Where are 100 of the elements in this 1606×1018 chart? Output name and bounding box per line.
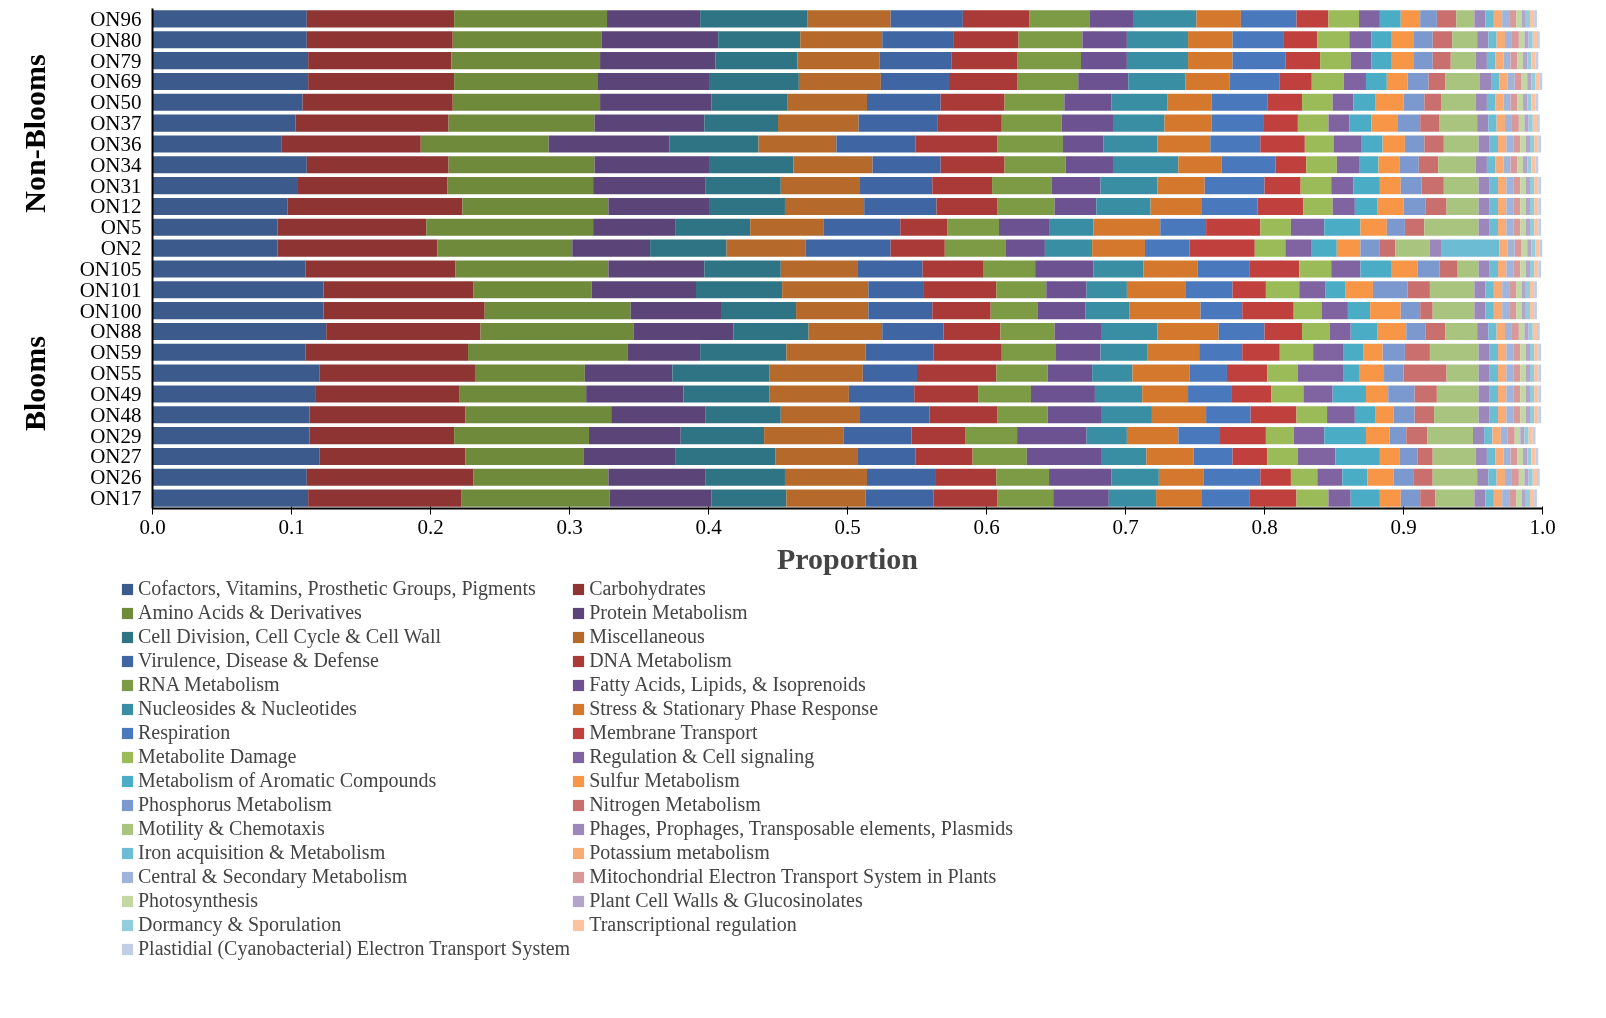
bar	[1506, 364, 1514, 382]
bar	[992, 177, 1052, 195]
bar	[1417, 260, 1440, 278]
bar	[1390, 260, 1418, 278]
bar	[1538, 197, 1542, 215]
bar	[733, 322, 809, 340]
bar	[1488, 322, 1497, 340]
bar	[1365, 385, 1389, 403]
bar	[1504, 31, 1512, 49]
bar	[1516, 10, 1522, 28]
bar	[1201, 489, 1250, 507]
bar	[1265, 427, 1294, 445]
bar	[1296, 10, 1329, 28]
bar	[1390, 52, 1414, 70]
bar	[1046, 281, 1087, 299]
bar	[1092, 239, 1145, 257]
bar	[943, 322, 1001, 340]
bar	[1435, 489, 1475, 507]
bar	[997, 197, 1055, 215]
bar	[1489, 260, 1499, 278]
bar	[152, 427, 310, 445]
x-tick-label: 0.8	[1251, 514, 1278, 539]
bar	[1231, 385, 1272, 403]
bar	[1478, 385, 1490, 403]
bar	[473, 281, 592, 299]
bar	[454, 427, 589, 445]
bar	[1520, 260, 1526, 278]
bar	[1264, 322, 1303, 340]
bar	[1035, 260, 1094, 278]
bar	[1445, 72, 1480, 90]
bar	[326, 322, 481, 340]
bar	[1353, 177, 1380, 195]
bar	[1535, 72, 1540, 90]
bar	[1000, 322, 1055, 340]
bar	[996, 468, 1050, 486]
bar	[1489, 343, 1499, 361]
bar	[917, 364, 997, 382]
bar	[1271, 385, 1304, 403]
bar	[1377, 322, 1407, 340]
bar	[1313, 343, 1344, 361]
bar	[1529, 281, 1535, 299]
bar	[319, 447, 466, 465]
bar	[1488, 114, 1497, 132]
bar	[1527, 52, 1532, 70]
bar	[935, 468, 997, 486]
legend-label: Plastidial (Cyanobacterial) Electron Transport System	[138, 937, 571, 960]
bar	[780, 260, 858, 278]
bar	[1128, 72, 1186, 90]
x-tick-label: 0.9	[1390, 514, 1417, 539]
bar	[1528, 427, 1533, 445]
bar	[1513, 177, 1521, 195]
bar	[1232, 31, 1284, 49]
bar	[152, 239, 278, 257]
bar	[1064, 93, 1112, 111]
bar	[1414, 406, 1435, 424]
bar	[1317, 31, 1350, 49]
bar	[1529, 218, 1535, 236]
bar	[1267, 447, 1298, 465]
bar	[1293, 427, 1325, 445]
bar	[152, 114, 296, 132]
bar	[1474, 281, 1486, 299]
bar	[1384, 364, 1404, 382]
bar	[1420, 489, 1436, 507]
bar	[152, 489, 309, 507]
bar	[277, 239, 438, 257]
legend-label: Nucleosides & Nucleotides	[138, 697, 357, 720]
bar	[1404, 135, 1425, 153]
bar	[1379, 10, 1401, 28]
bar	[860, 406, 930, 424]
bar	[1538, 406, 1542, 424]
bar	[1504, 468, 1512, 486]
bar	[1485, 281, 1494, 299]
bar	[1297, 114, 1329, 132]
bar	[1506, 385, 1514, 403]
bar	[1488, 468, 1497, 486]
bar	[1498, 343, 1507, 361]
bar	[1438, 156, 1476, 174]
bar	[594, 114, 705, 132]
legend-label: Dormancy & Sporulation	[138, 913, 342, 936]
bar	[1513, 260, 1521, 278]
bar	[1513, 343, 1521, 361]
bar	[1378, 156, 1400, 174]
bar	[1379, 447, 1400, 465]
bar	[1399, 447, 1418, 465]
bar	[1506, 260, 1514, 278]
bar	[1520, 177, 1526, 195]
bar	[1178, 156, 1222, 174]
bar	[1004, 93, 1065, 111]
bar	[1196, 10, 1241, 28]
bar	[1517, 52, 1524, 70]
bar	[315, 385, 460, 403]
bar	[1531, 156, 1536, 174]
bar	[152, 406, 310, 424]
bar	[1375, 93, 1404, 111]
bar	[1496, 322, 1505, 340]
bar	[1360, 218, 1387, 236]
bar	[1520, 197, 1526, 215]
bar	[1332, 197, 1355, 215]
bar	[1429, 281, 1475, 299]
bar	[1532, 31, 1537, 49]
